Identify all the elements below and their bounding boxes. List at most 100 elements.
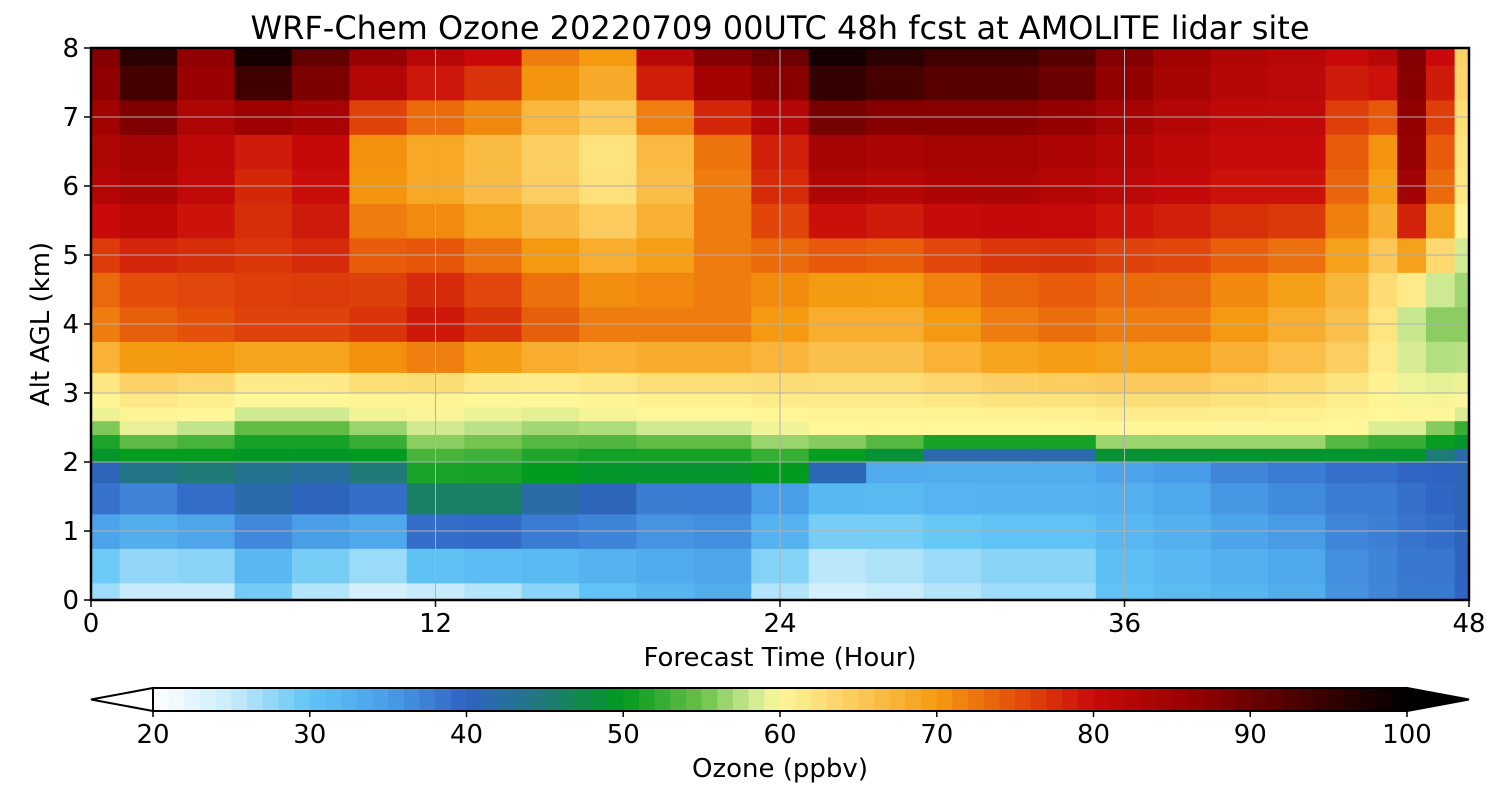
- colorbar-segment: [1359, 688, 1377, 711]
- heatmap-cell: [980, 341, 1039, 373]
- heatmap-cell: [464, 482, 523, 515]
- y-axis-label: Alt AGL (km): [26, 242, 56, 406]
- heatmap-cell: [636, 434, 695, 449]
- heatmap-cell: [521, 482, 580, 515]
- heatmap-cell: [1325, 272, 1370, 308]
- colorbar-segment: [858, 688, 875, 711]
- heatmap-cell: [1325, 434, 1370, 449]
- colorbar-segment: [200, 688, 217, 711]
- heatmap-cell: [1368, 548, 1398, 584]
- y-tick-label: 3: [62, 379, 79, 409]
- colorbar-segment: [450, 688, 468, 711]
- heatmap-cell: [91, 434, 121, 449]
- colorbar-segment: [184, 688, 201, 711]
- heatmap-cell: [521, 372, 580, 394]
- heatmap-cell: [866, 134, 925, 170]
- heatmap-cell: [1425, 203, 1456, 239]
- colorbar-segment: [780, 688, 797, 711]
- heatmap-cell: [464, 203, 523, 239]
- heatmap-cell: [291, 341, 350, 373]
- heatmap-cell: [923, 434, 982, 449]
- heatmap-cell: [1038, 448, 1097, 463]
- heatmap-cell: [349, 482, 408, 515]
- heatmap-cell: [1268, 65, 1327, 101]
- heatmap-cell: [636, 203, 695, 239]
- colorbar-segment: [544, 688, 562, 711]
- heatmap-cell: [91, 203, 121, 239]
- heatmap-cell: [1210, 203, 1269, 239]
- heatmap-cell: [1397, 272, 1427, 308]
- heatmap-cell: [1153, 372, 1212, 394]
- heatmap-cell: [579, 134, 638, 170]
- heatmap-cell: [636, 393, 695, 408]
- heatmap-cell: [1153, 272, 1212, 308]
- colorbar-segment: [529, 688, 546, 711]
- colorbar-segment: [1250, 688, 1267, 711]
- heatmap-cell: [1368, 393, 1398, 408]
- heatmap-cell: [808, 582, 867, 601]
- heatmap-cell: [866, 448, 925, 463]
- heatmap-cell: [464, 548, 523, 584]
- colorbar-tick-label: 20: [136, 720, 169, 750]
- heatmap-cell: [464, 134, 523, 170]
- heatmap-cell: [808, 448, 867, 463]
- heatmap-cell: [234, 406, 293, 422]
- colorbar-segment: [231, 688, 248, 711]
- heatmap-cell: [464, 48, 523, 66]
- colorbar-segment: [1265, 688, 1283, 711]
- heatmap-cell: [1425, 134, 1456, 170]
- heatmap-cell: [980, 448, 1039, 463]
- heatmap-cell: [808, 434, 867, 449]
- heatmap-cell: [234, 434, 293, 449]
- heatmap-cell: [1454, 420, 1470, 435]
- heatmap-cell: [1210, 482, 1269, 515]
- colorbar-label: Ozone (ppbv): [692, 754, 868, 784]
- heatmap-cell: [119, 420, 178, 435]
- colorbar-segment: [889, 688, 907, 711]
- heatmap-cell: [636, 462, 695, 484]
- heatmap-cell: [1268, 341, 1327, 373]
- heatmap-cell: [521, 341, 580, 373]
- heatmap-cell: [1038, 482, 1097, 515]
- heatmap-cell: [923, 462, 982, 484]
- heatmap-cell: [91, 420, 121, 435]
- heatmap-cell: [923, 203, 982, 239]
- heatmap-cell: [291, 65, 350, 101]
- heatmap-cell: [1425, 482, 1456, 515]
- colorbar-segment: [278, 688, 295, 711]
- heatmap-cell: [1325, 341, 1370, 373]
- heatmap-cell: [1454, 406, 1470, 422]
- heatmap-cell: [636, 420, 695, 435]
- heatmap-cell: [808, 65, 867, 101]
- heatmap-cell: [1153, 65, 1212, 101]
- heatmap-cell: [177, 372, 236, 394]
- heatmap-cell: [1210, 434, 1269, 449]
- heatmap-cell: [1210, 582, 1269, 601]
- heatmap-cell: [1268, 272, 1327, 308]
- heatmap-cell: [91, 48, 121, 66]
- heatmap-cell: [1153, 448, 1212, 463]
- colorbar-segment: [670, 688, 687, 711]
- heatmap-cell: [1210, 48, 1269, 66]
- heatmap-cell: [177, 482, 236, 515]
- colorbar-segment: [1344, 688, 1361, 711]
- heatmap-cell: [119, 582, 178, 601]
- heatmap-cell: [866, 372, 925, 394]
- heatmap-cell: [521, 65, 580, 101]
- heatmap-cell: [693, 434, 752, 449]
- colorbar-segment: [215, 688, 232, 711]
- heatmap-cell: [177, 203, 236, 239]
- colorbar-segment: [1312, 688, 1330, 711]
- colorbar-segment: [968, 688, 985, 711]
- heatmap-cell: [1325, 462, 1370, 484]
- colorbar-segment: [1328, 688, 1345, 711]
- colorbar-segment: [842, 688, 859, 711]
- heatmap-cell: [1038, 462, 1097, 484]
- heatmap-cell: [1454, 272, 1470, 308]
- colorbar-segment: [952, 688, 969, 711]
- heatmap-cell: [579, 65, 638, 101]
- heatmap-cell: [1425, 65, 1456, 101]
- heatmap-cell: [234, 48, 293, 66]
- heatmap-cell: [1454, 203, 1470, 239]
- heatmap-cell: [1153, 548, 1212, 584]
